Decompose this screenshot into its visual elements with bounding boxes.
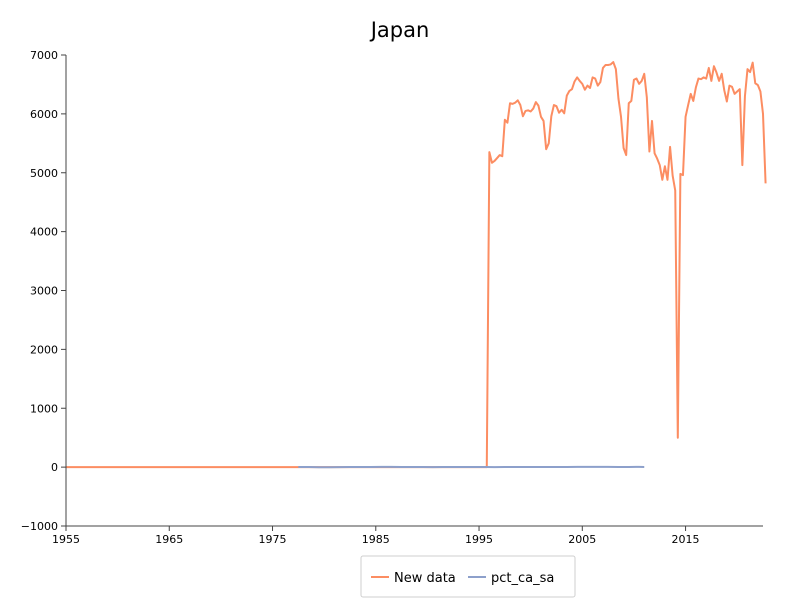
y-tick-label: 1000	[30, 402, 58, 415]
y-tick-label: 0	[51, 461, 58, 474]
y-tick-label: −1000	[21, 520, 58, 533]
y-axis: −1000 0 1000 2000 3000 4000 5000 6000 7000	[21, 49, 67, 533]
x-tick-label: 1955	[52, 533, 80, 546]
y-tick-label: 5000	[30, 167, 58, 180]
x-tick-label: 1985	[362, 533, 390, 546]
x-tick-label: 1975	[259, 533, 287, 546]
legend-label-2: pct_ca_sa	[491, 571, 554, 586]
x-tick-label: 2005	[568, 533, 596, 546]
x-tick-label: 1965	[155, 533, 183, 546]
y-tick-label: 6000	[30, 108, 58, 121]
y-tick-label: 4000	[30, 226, 58, 239]
y-tick-label: 2000	[30, 343, 58, 356]
y-tick-label: 7000	[30, 49, 58, 62]
legend-label-1: New data	[394, 571, 456, 586]
legend: New data pct_ca_sa	[360, 555, 576, 598]
x-tick-label: 2015	[672, 533, 700, 546]
plot-area	[66, 61, 767, 469]
y-tick-label: 3000	[30, 285, 58, 298]
chart-title: Japan	[369, 18, 430, 42]
series-line-1	[66, 61, 767, 469]
x-axis: 1955 1965 1975 1985 1995 2005 2015	[52, 525, 763, 546]
x-tick-label: 1995	[465, 533, 493, 546]
